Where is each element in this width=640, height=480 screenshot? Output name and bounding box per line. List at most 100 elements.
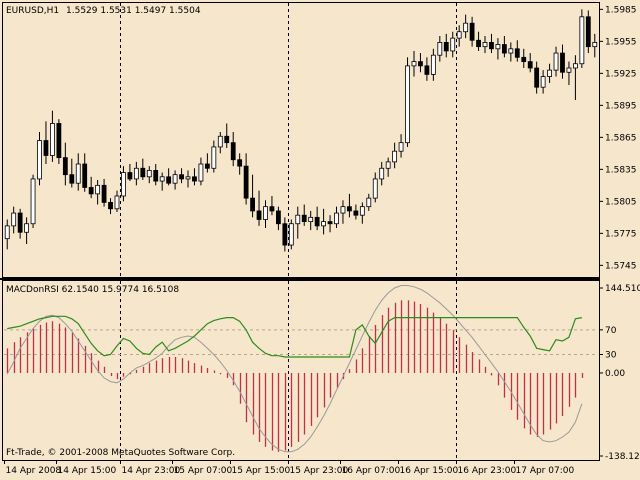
candle-body (327, 221, 333, 225)
candle-body (301, 214, 307, 222)
candle-body (469, 22, 475, 41)
time-tick-label: 14 Apr 2008 (6, 466, 62, 476)
candle-body (17, 212, 23, 233)
candle (243, 153, 249, 205)
candle (62, 142, 68, 186)
candle-body (121, 172, 126, 197)
candle-body (56, 123, 62, 159)
time-tick-label: 15 Apr 15:00 (232, 466, 291, 476)
candle (585, 10, 591, 54)
candle-body (398, 142, 404, 152)
candle (133, 161, 139, 186)
candle (192, 168, 197, 186)
candle (127, 164, 133, 182)
candle-body (43, 140, 49, 156)
candle (288, 219, 294, 250)
candle-body (263, 206, 268, 220)
candle-body (385, 161, 391, 169)
indicator-pane[interactable]: MACDonRSI 62.1540 15.9774 16.5108 Ft-Tra… (2, 280, 640, 463)
candle (250, 174, 255, 218)
pane-separator[interactable] (0, 278, 600, 280)
candle (172, 170, 178, 190)
time-gridlines (120, 3, 457, 277)
candle (566, 61, 572, 86)
candle-body (230, 142, 236, 161)
candle (476, 31, 481, 51)
price-tick-label: 1.5835 (605, 165, 637, 175)
candle (353, 204, 359, 220)
candle-body (314, 216, 320, 227)
candle-body (508, 48, 514, 54)
candle-body (405, 65, 410, 144)
candle-body (347, 206, 352, 212)
candle-body (521, 56, 527, 62)
candle-body (340, 206, 346, 214)
candle-body (547, 69, 552, 77)
candle-body (88, 187, 94, 195)
candle (204, 153, 210, 173)
candle-body (288, 223, 294, 246)
candle (430, 48, 436, 81)
candle (508, 42, 514, 62)
candle-body (321, 221, 326, 227)
candle (411, 50, 417, 77)
candle-body (269, 206, 275, 212)
indicator-tick-label: -138.1293 (605, 452, 640, 462)
candle (179, 168, 184, 184)
price-tick-label: 1.5865 (605, 133, 637, 143)
candle (37, 132, 42, 186)
price-pane[interactable]: EURUSD,H1 1.5529 1.5531 1.5497 1.5504 1.… (2, 2, 637, 278)
candle (560, 44, 565, 79)
symbol-label: EURUSD,H1 (6, 6, 59, 16)
candle (263, 200, 268, 228)
candle-body (237, 159, 243, 167)
candle (276, 206, 281, 231)
candle-body (527, 61, 533, 69)
candle (237, 153, 243, 175)
candle (398, 134, 404, 158)
candle (450, 31, 456, 58)
candle (88, 176, 94, 199)
candle (11, 206, 17, 234)
candle (75, 153, 81, 191)
candle-body (256, 210, 262, 220)
candle-body (198, 163, 204, 182)
candle (366, 193, 372, 211)
candle-body (450, 37, 456, 52)
candle (321, 208, 326, 235)
candle-body (282, 223, 288, 246)
candle (359, 202, 365, 224)
candle-body (495, 44, 501, 50)
time-tick-label: 15 Apr 07:00 (174, 466, 233, 476)
price-tick-label: 1.5955 (605, 37, 637, 47)
candle (534, 61, 540, 94)
candle (547, 63, 552, 83)
candle-body (108, 201, 113, 210)
candle (146, 166, 152, 184)
candle-body (392, 150, 398, 163)
candle (501, 36, 507, 58)
candle-body (573, 63, 578, 69)
time-tick-label: 16 Apr 23:00 (458, 466, 517, 476)
candle (385, 157, 391, 177)
candle-body (411, 61, 417, 67)
candle-body (30, 178, 36, 225)
candle-body (540, 76, 546, 88)
candle (43, 121, 49, 164)
candle (514, 40, 520, 62)
candle (69, 158, 75, 188)
candle (314, 206, 320, 231)
candle (592, 33, 598, 58)
candle (121, 166, 126, 202)
macd-histogram (6, 300, 584, 452)
candle-body (560, 52, 565, 73)
candle-body (353, 210, 359, 216)
price-tick-label: 1.5925 (605, 69, 637, 79)
candle-body (372, 178, 378, 199)
candle (95, 180, 101, 205)
candle (521, 48, 527, 68)
candle-body (295, 214, 301, 225)
candle (347, 193, 352, 218)
candle-body (192, 176, 197, 182)
